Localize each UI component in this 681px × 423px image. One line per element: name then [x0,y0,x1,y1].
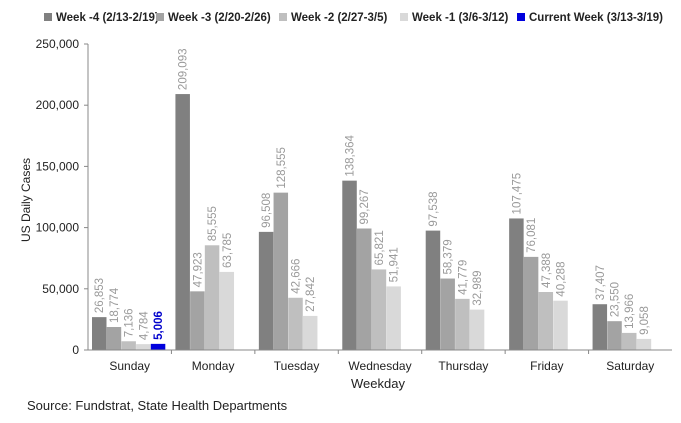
bars: 26,853 18,774 7,136 4,784 5,006 209,093 47,923… [92,48,652,351]
data-label: 51,941 [389,247,401,282]
source-note: Source: Fundstrat, State Health Departme… [27,398,288,413]
bar [440,278,455,350]
data-label: 209,093 [178,48,190,90]
x-axis-label: Weekday [351,376,405,391]
bar [190,291,205,350]
bar [538,291,554,350]
data-label: 23,550 [610,282,622,317]
bar [607,321,622,350]
bar [288,297,303,350]
bar [425,230,441,350]
y-tick-label: 50,000 [42,282,79,296]
legend: Week -4 (2/13-2/19) Week -3 (2/20-2/26) We… [44,12,663,24]
bar [121,341,136,350]
x-axis: Sunday Monday Tuesday Wednesday Thursday Frid… [88,349,672,373]
data-label: 138,364 [345,134,357,176]
x-tick-label: Wednesday [348,359,411,373]
y-axis-label: US Daily Cases [19,158,33,242]
bar [273,192,289,350]
data-label: 76,081 [526,218,538,253]
x-tick-label: Thursday [438,359,488,373]
bar [356,228,372,350]
bar [371,269,387,350]
bar [621,332,637,350]
x-tick-label: Saturday [606,359,654,373]
y-tick-label: 100,000 [36,221,80,235]
data-label: 7,136 [124,308,136,337]
x-tick-label: Friday [530,359,563,373]
y-tick-label: 250,000 [36,37,80,51]
data-label: 41,779 [457,260,469,295]
bar [553,300,568,350]
data-label: 27,842 [305,277,317,312]
data-label: 26,853 [94,278,106,313]
bar [219,271,235,350]
bar [92,317,107,350]
bar [509,218,524,350]
data-label: 63,785 [222,233,234,268]
legend-label: Week -1 (3/6-3/12) [412,12,508,24]
bar [386,286,401,350]
bar [204,245,220,350]
data-label: 40,288 [555,262,567,297]
data-label: 128,555 [276,147,288,189]
data-label: 97,538 [428,191,440,226]
data-label: 85,555 [207,206,219,241]
legend-swatch [279,13,287,21]
data-label: 9,058 [639,306,651,335]
data-label: 4,784 [138,311,150,340]
data-label: 96,508 [261,193,273,228]
data-label: 58,379 [443,239,455,274]
legend-label: Week -2 (2/27-3/5) [291,12,387,24]
x-tick-label: Tuesday [274,359,320,373]
legend-swatch [44,13,52,21]
data-label: 47,923 [192,252,204,287]
bar [175,94,190,351]
bar [636,338,652,350]
legend-swatch [517,13,525,21]
legend-label: Week -4 (2/13-2/19) [56,12,159,24]
y-tick-label: 200,000 [36,98,80,112]
bar [258,231,274,350]
legend-label: Week -3 (2/20-2/26) [168,12,271,24]
bar [106,327,122,350]
x-tick-label: Sunday [109,359,150,373]
bar [592,304,608,350]
bar [150,343,166,350]
bar [302,315,318,350]
x-tick-label: Monday [192,359,235,373]
bar [523,256,539,350]
legend-swatch [156,13,164,21]
legend-swatch [400,13,408,21]
data-label: 65,821 [374,230,386,265]
data-label: 37,407 [595,265,607,300]
data-label: 47,388 [541,253,553,288]
y-axis: 0 50,000 100,000 150,000 200,000 250,000 [36,37,89,357]
data-label: 18,774 [109,287,121,323]
data-label: 13,966 [624,294,636,329]
data-label: 32,989 [472,270,484,305]
bar [455,298,470,350]
data-label: 5,006 [153,311,165,340]
y-tick-label: 0 [72,343,79,357]
bar [469,309,485,350]
bar [342,180,357,350]
bar [136,344,151,350]
y-tick-label: 150,000 [36,159,80,173]
data-label: 99,267 [359,189,371,224]
legend-label: Current Week (3/13-3/19) [529,12,663,24]
data-label: 107,475 [511,173,523,215]
data-label: 42,666 [291,259,303,294]
